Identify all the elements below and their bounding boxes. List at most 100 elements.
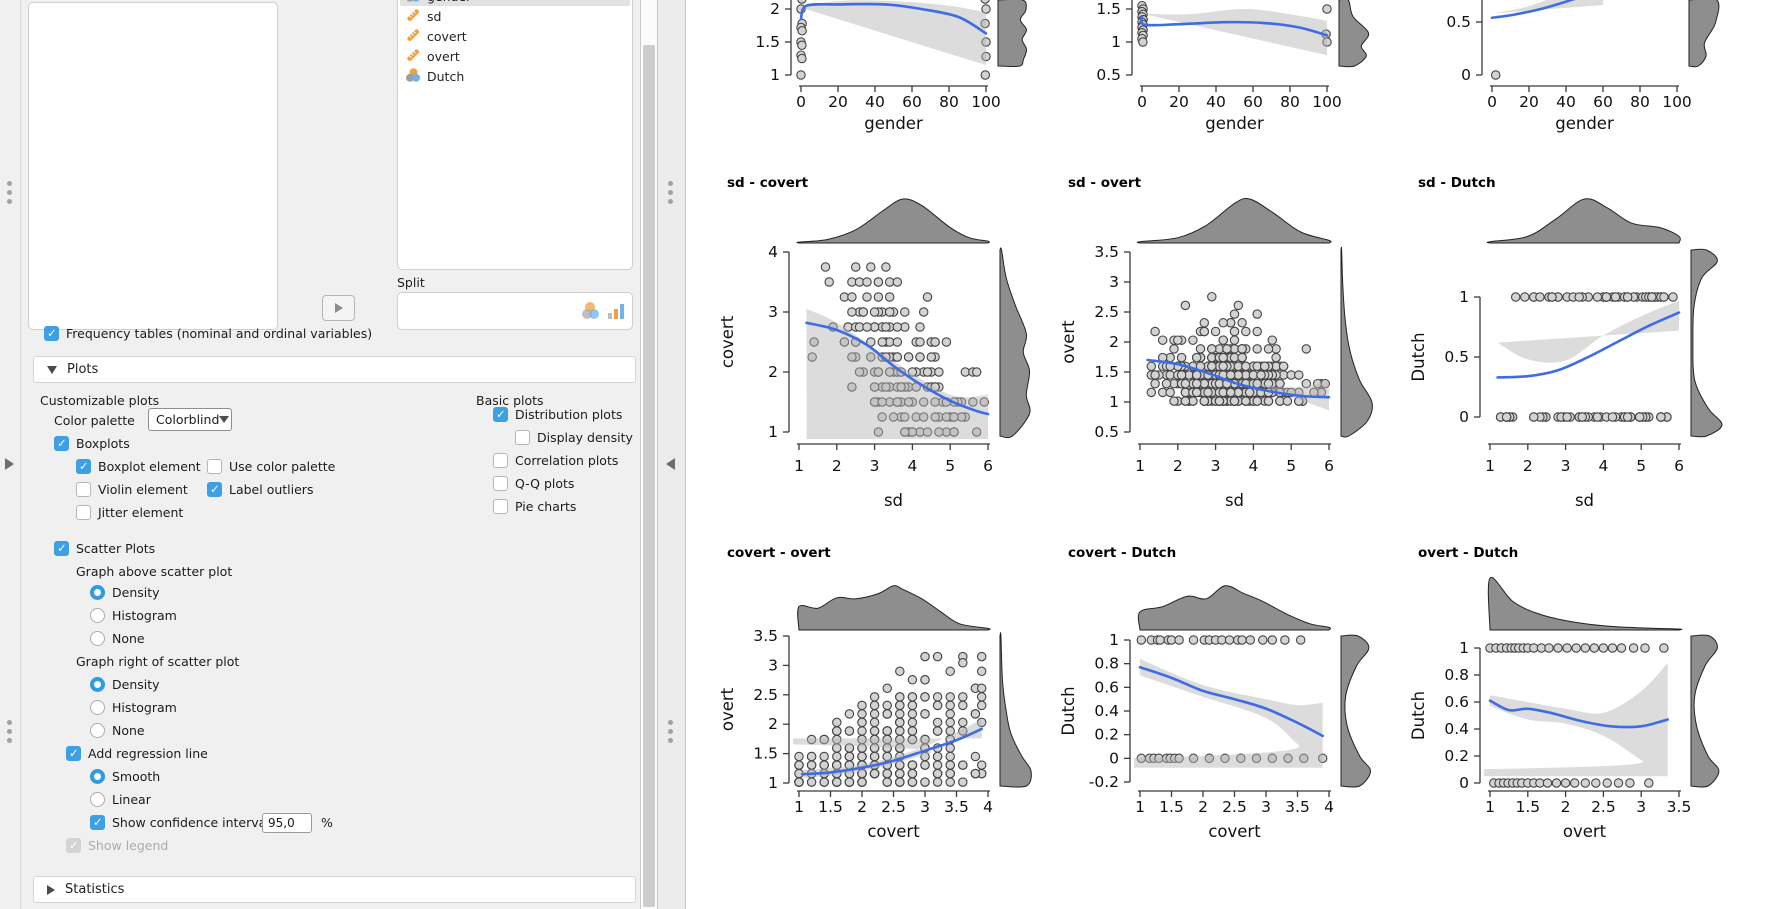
svg-text:5: 5 <box>945 457 955 475</box>
svg-text:0.5: 0.5 <box>1094 423 1119 441</box>
svg-text:2.5: 2.5 <box>1591 798 1616 816</box>
svg-text:2.5: 2.5 <box>1094 303 1119 321</box>
available-variables-list[interactable] <box>28 2 278 330</box>
scrollbar-thumb[interactable] <box>643 45 655 907</box>
right-density <box>1338 0 1370 68</box>
variable-item-gender[interactable]: gender <box>400 0 630 6</box>
assigned-variables-list[interactable]: resphrgendersdcovertovertDutch <box>397 0 633 270</box>
frequency-tables-label: Frequency tables (nominal and ordinal va… <box>66 326 373 341</box>
none-label: None <box>112 631 145 646</box>
svg-text:1.5: 1.5 <box>818 798 843 816</box>
svg-text:80: 80 <box>1630 93 1650 111</box>
svg-text:6: 6 <box>1674 457 1684 475</box>
right-density <box>997 0 1028 67</box>
confidence-band <box>806 309 988 439</box>
split-field[interactable] <box>397 292 633 330</box>
violin-element-checkbox[interactable]: Violin element <box>76 482 188 497</box>
regression-line <box>1490 0 1576 20</box>
svg-text:0: 0 <box>796 93 806 111</box>
x-axis-label: covert <box>867 822 920 841</box>
plot-covert-Dutch: covert - Dutch 1 0.8 0.6 0.4 0.2 0 -0.2 1 1.5 2 2.5… <box>1059 545 1372 841</box>
variable-item-sd[interactable]: sd <box>400 7 630 26</box>
svg-text:2: 2 <box>768 715 778 733</box>
svg-text:0.5: 0.5 <box>1446 13 1471 31</box>
svg-text:40: 40 <box>1206 93 1226 111</box>
qq-plots-checkbox[interactable]: Q-Q plots <box>493 476 574 491</box>
graph-above-none-radio[interactable]: None <box>90 631 145 646</box>
plot-title: covert - overt <box>727 545 831 561</box>
svg-text:5: 5 <box>1286 457 1296 475</box>
smooth-radio[interactable]: Smooth <box>90 769 160 784</box>
variable-label: sd <box>427 9 442 24</box>
x-axis-label: gender <box>1555 114 1614 133</box>
svg-text:2.5: 2.5 <box>1222 798 1247 816</box>
panel-drag-handle-icon[interactable] <box>668 181 673 204</box>
plot-title: covert - Dutch <box>1068 545 1176 561</box>
none-label: None <box>112 723 145 738</box>
variable-label: gender <box>427 0 471 4</box>
panel-drag-handle-icon[interactable] <box>7 720 12 743</box>
svg-text:0: 0 <box>1137 93 1147 111</box>
graph-above-density-radio[interactable]: Density <box>90 585 160 600</box>
display-density-label: Display density <box>537 430 633 445</box>
correlation-plots-checkbox[interactable]: Correlation plots <box>493 453 618 468</box>
graph-above-histogram-radio[interactable]: Histogram <box>90 608 177 623</box>
display-density-checkbox[interactable]: Display density <box>515 430 633 445</box>
variable-item-overt[interactable]: overt <box>400 47 630 66</box>
confidence-band <box>1134 658 1323 768</box>
svg-text:1.5: 1.5 <box>1094 363 1119 381</box>
svg-text:1: 1 <box>794 798 804 816</box>
panel-drag-handle-icon[interactable] <box>668 720 673 743</box>
qq-plots-label: Q-Q plots <box>515 476 575 491</box>
pie-charts-checkbox[interactable]: Pie charts <box>493 499 576 514</box>
confidence-band <box>801 0 986 66</box>
boxplot-element-checkbox[interactable]: Boxplot element <box>76 459 201 474</box>
variable-label: covert <box>427 29 467 44</box>
show-ci-checkbox[interactable]: Show confidence interval <box>90 815 270 830</box>
split-label: Split <box>397 275 425 290</box>
frequency-tables-checkbox[interactable]: Frequency tables (nominal and ordinal va… <box>44 326 372 341</box>
plot-title: sd - overt <box>1068 175 1142 191</box>
color-palette-dropdown[interactable]: Colorblind <box>148 408 232 431</box>
variable-label: overt <box>427 49 460 64</box>
graph-right-density-radio[interactable]: Density <box>90 677 160 692</box>
svg-text:1: 1 <box>1109 631 1119 649</box>
jitter-element-checkbox[interactable]: Jitter element <box>76 505 183 520</box>
graph-right-none-radio[interactable]: None <box>90 723 145 738</box>
graph-right-histogram-radio[interactable]: Histogram <box>90 700 177 715</box>
regression-line <box>800 727 983 776</box>
plots-section-header[interactable]: Plots <box>33 356 636 383</box>
plots-section-label: Plots <box>67 362 99 377</box>
svg-text:3.5: 3.5 <box>1285 798 1310 816</box>
svg-text:0.6: 0.6 <box>1094 678 1119 696</box>
boxplots-checkbox[interactable]: Boxplots <box>54 436 130 451</box>
statistics-section-header[interactable]: Statistics <box>33 876 636 903</box>
options-scrollbar[interactable] <box>640 0 658 909</box>
svg-text:1: 1 <box>1109 393 1119 411</box>
svg-text:1.5: 1.5 <box>1096 0 1121 18</box>
use-color-palette-checkbox[interactable]: Use color palette <box>207 459 335 474</box>
scatter-plots-checkbox[interactable]: Scatter Plots <box>54 541 155 556</box>
add-regression-line-checkbox[interactable]: Add regression line <box>66 746 208 761</box>
move-to-split-button[interactable] <box>322 295 355 321</box>
plot-title: sd - covert <box>727 175 809 191</box>
linear-radio[interactable]: Linear <box>90 792 151 807</box>
show-legend-checkbox[interactable]: Show legend <box>66 838 168 853</box>
violin-element-label: Violin element <box>98 482 188 497</box>
variable-item-Dutch[interactable]: Dutch <box>400 67 630 86</box>
svg-text:3: 3 <box>768 303 778 321</box>
expand-data-panel-icon[interactable] <box>5 458 14 470</box>
panel-drag-handle-icon[interactable] <box>7 181 12 204</box>
panel-divider[interactable] <box>658 0 686 909</box>
color-palette-value: Colorblind <box>156 412 220 427</box>
label-outliers-checkbox[interactable]: Label outliers <box>207 482 313 497</box>
collapse-output-icon[interactable] <box>666 458 675 470</box>
plot-gender-covert: 21.51020406080100gendercovert <box>720 0 1028 133</box>
distribution-plots-checkbox[interactable]: Distribution plots <box>493 407 622 422</box>
svg-text:2: 2 <box>1198 798 1208 816</box>
svg-text:3.5: 3.5 <box>944 798 969 816</box>
plot-sd-covert: sd - covert 4 3 2 11 2 3 4 5 6 sd covert <box>718 175 1031 510</box>
variable-item-covert[interactable]: covert <box>400 27 630 46</box>
svg-text:40: 40 <box>865 93 885 111</box>
ci-value-input[interactable]: 95,0 <box>262 813 312 833</box>
